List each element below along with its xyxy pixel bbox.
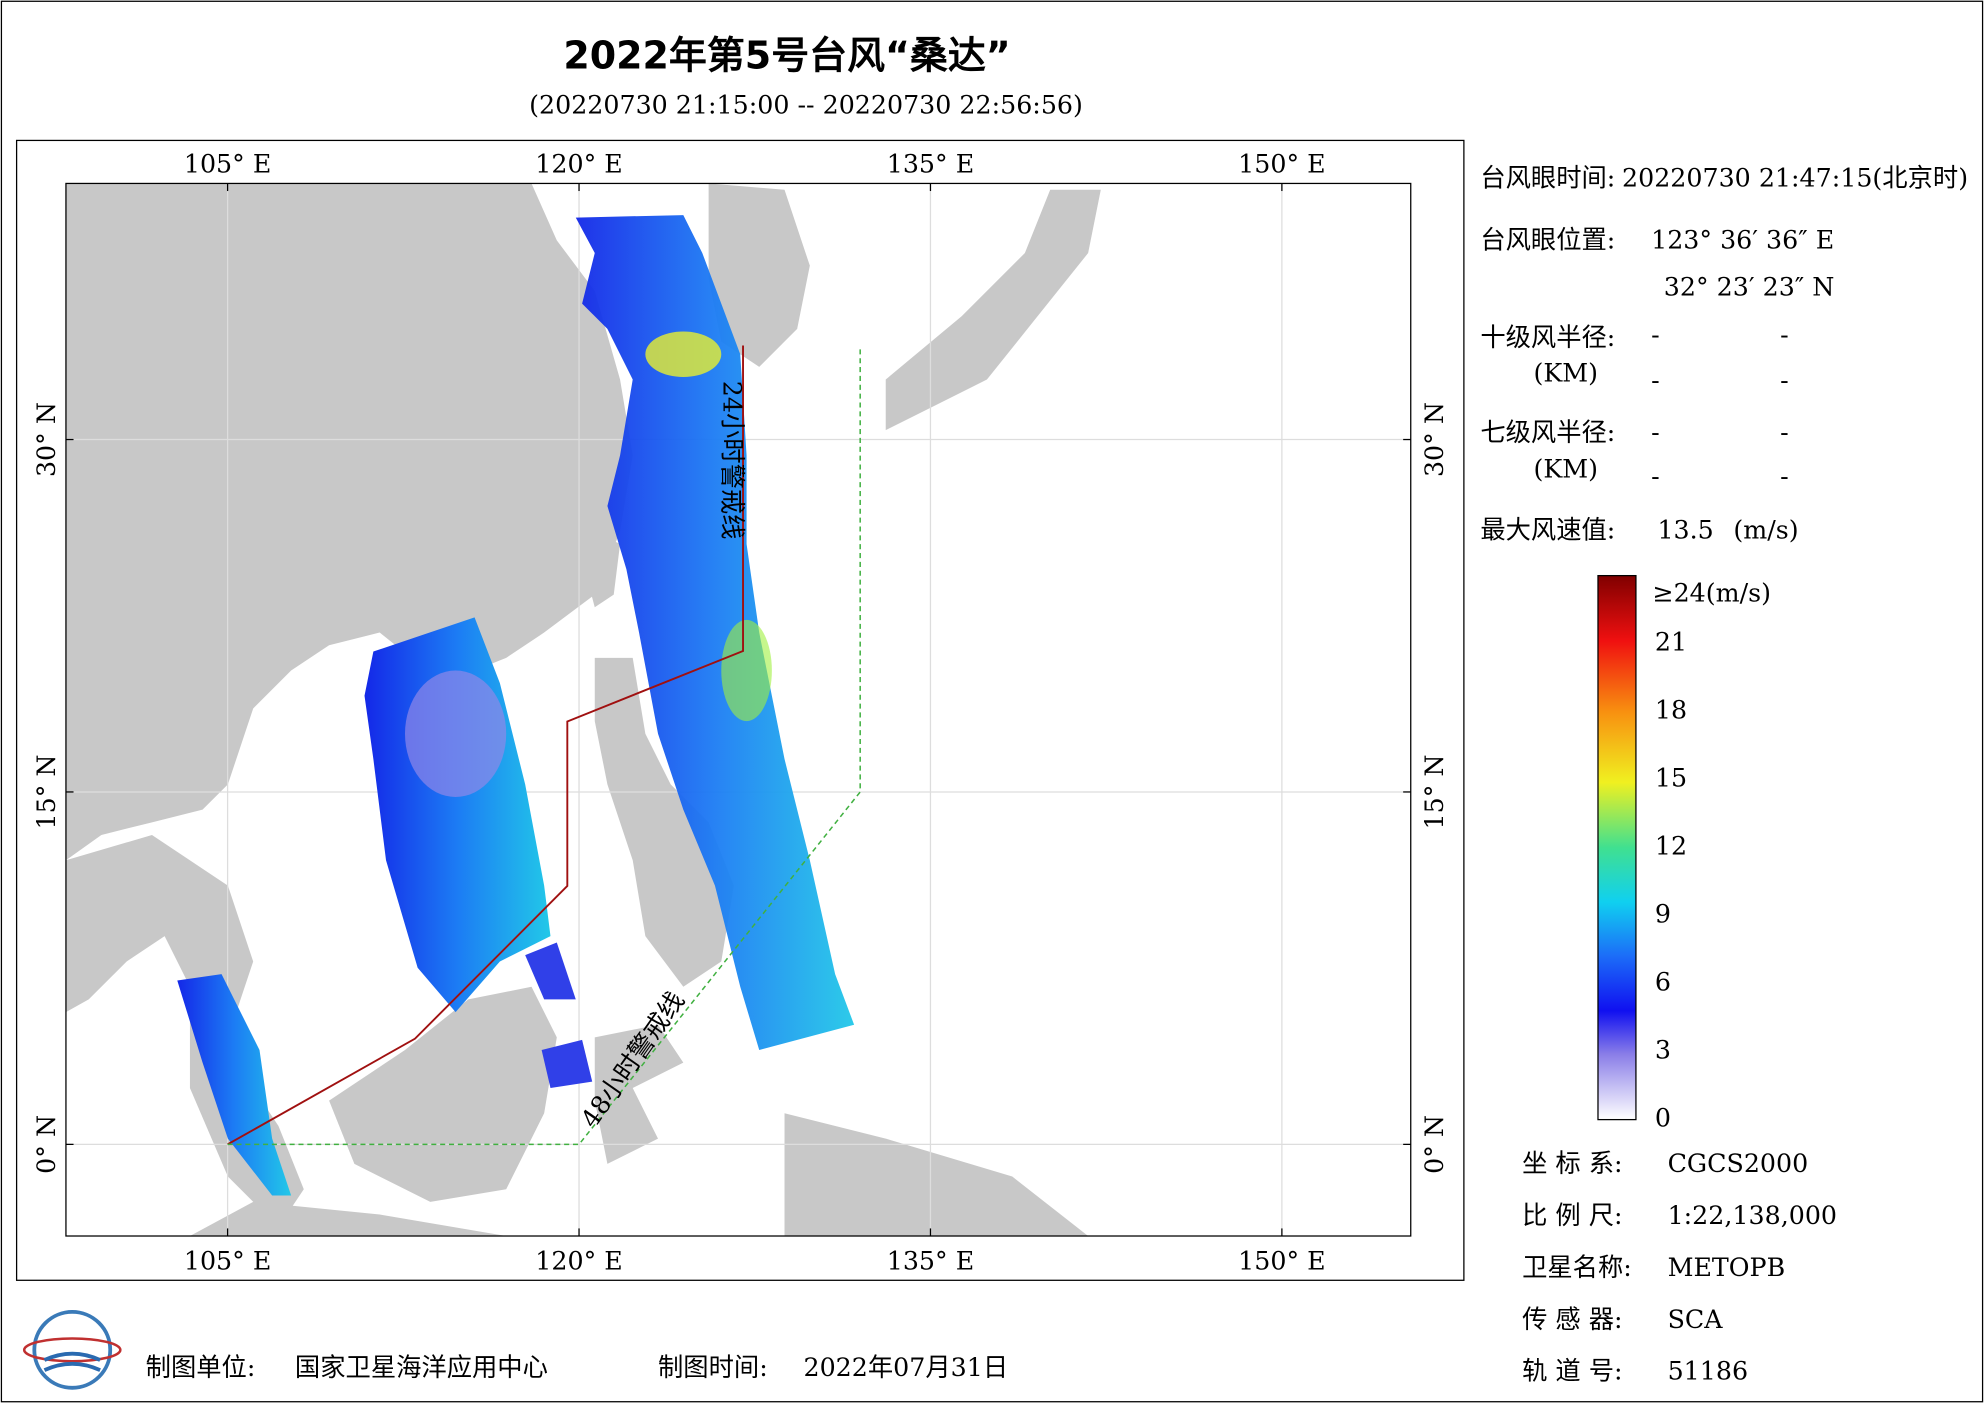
colorbar-label: 9 <box>1655 900 1671 929</box>
colorbar <box>1597 574 1637 1121</box>
meta-value: SCA <box>1668 1305 1724 1334</box>
colorbar-label: 18 <box>1655 696 1687 725</box>
max-value: 13.5 <box>1657 515 1713 544</box>
lon-label: 120° E <box>535 1247 622 1276</box>
map-border <box>65 182 1412 1237</box>
eye-pos-label: 台风眼位置: <box>1480 226 1615 255</box>
meta-label: 轨 道 号: <box>1522 1357 1623 1386</box>
eye-lon: 123° 36′ 36″ E <box>1651 226 1834 255</box>
max-label: 最大风速值: <box>1480 515 1615 544</box>
warning-line-24h <box>227 345 744 1146</box>
footer-time: 2022年07月31日 <box>803 1353 1008 1382</box>
colorbar-label: 6 <box>1655 968 1671 997</box>
footer-unit-label: 制图单位: <box>146 1353 256 1382</box>
r10-label: 十级风半径: <box>1480 323 1615 352</box>
lat-label: 15° N <box>1420 754 1449 829</box>
footer-unit: 国家卫星海洋应用中心 <box>295 1353 548 1382</box>
colorbar-label: 21 <box>1655 628 1687 657</box>
lon-label: 135° E <box>887 150 974 179</box>
colorbar-label: 12 <box>1655 832 1687 861</box>
footer-time-label: 制图时间: <box>658 1353 768 1382</box>
meta: 坐 标 系: CGCS2000 比 例 尺: 1:22,138,000 卫星名称: MET… <box>1522 1149 1837 1385</box>
warning-label: 24小时警戒线 <box>717 381 746 540</box>
km-label: (KM) <box>1533 358 1598 387</box>
map-ticks: 105° E 105° E 120° E 120° E 135° E 135° E 150°… <box>32 150 1449 1276</box>
meta-label: 传 感 器: <box>1522 1305 1623 1334</box>
r10-value: - <box>1780 321 1789 350</box>
meta-value: 1:22,138,000 <box>1668 1201 1837 1230</box>
r7-value: - <box>1780 462 1789 491</box>
colorbar-label: 15 <box>1655 764 1687 793</box>
colorbar-ticks: 0 3 6 9 12 15 18 21 ≥24(m/s) <box>1652 579 1771 1133</box>
warning-line-48h <box>227 345 861 1146</box>
eye-time: 20220730 21:47:15(北京时) <box>1622 164 1968 193</box>
lon-label: 135° E <box>887 1247 974 1276</box>
lon-label: 150° E <box>1238 1247 1325 1276</box>
lon-label: 105° E <box>184 150 271 179</box>
lat-label: 0° N <box>1420 1115 1449 1174</box>
logo <box>22 1310 122 1390</box>
lat-label: 30° N <box>32 402 61 477</box>
lon-label: 150° E <box>1238 150 1325 179</box>
colorbar-max-label: ≥24(m/s) <box>1652 579 1771 608</box>
lat-label: 30° N <box>1420 402 1449 477</box>
title: 2022年第5号台风“桑达” <box>563 34 1010 78</box>
colorbar-label: 0 <box>1655 1104 1671 1133</box>
meta-value: 51186 <box>1668 1357 1748 1386</box>
r10-value: - <box>1651 321 1660 350</box>
meta-label: 卫星名称: <box>1522 1253 1632 1282</box>
max-unit: (m/s) <box>1733 515 1798 544</box>
meta-value: CGCS2000 <box>1668 1149 1809 1178</box>
wind-swaths <box>177 215 855 1196</box>
r10-value: - <box>1780 366 1789 395</box>
km-label: (KM) <box>1533 455 1598 484</box>
meta-label: 比 例 尺: <box>1522 1201 1623 1230</box>
colorbar-label: 3 <box>1655 1036 1671 1065</box>
lon-label: 105° E <box>184 1247 271 1276</box>
lat-label: 15° N <box>32 754 61 829</box>
meta-value: METOPB <box>1668 1253 1786 1282</box>
r10-value: - <box>1651 366 1660 395</box>
eye-lat: 32° 23′ 23″ N <box>1664 272 1835 301</box>
lon-label: 120° E <box>535 150 622 179</box>
subtitle: (20220730 21:15:00 -- 20220730 22:56:56) <box>529 90 1083 119</box>
meta-label: 坐 标 系: <box>1522 1149 1623 1178</box>
lat-label: 0° N <box>32 1115 61 1174</box>
map-frame <box>15 139 1465 1281</box>
eye-time-label: 台风眼时间: <box>1480 164 1615 193</box>
r7-value: - <box>1651 418 1660 447</box>
r7-value: - <box>1651 462 1660 491</box>
r7-label: 七级风半径: <box>1480 418 1615 447</box>
r7-value: - <box>1780 418 1789 447</box>
